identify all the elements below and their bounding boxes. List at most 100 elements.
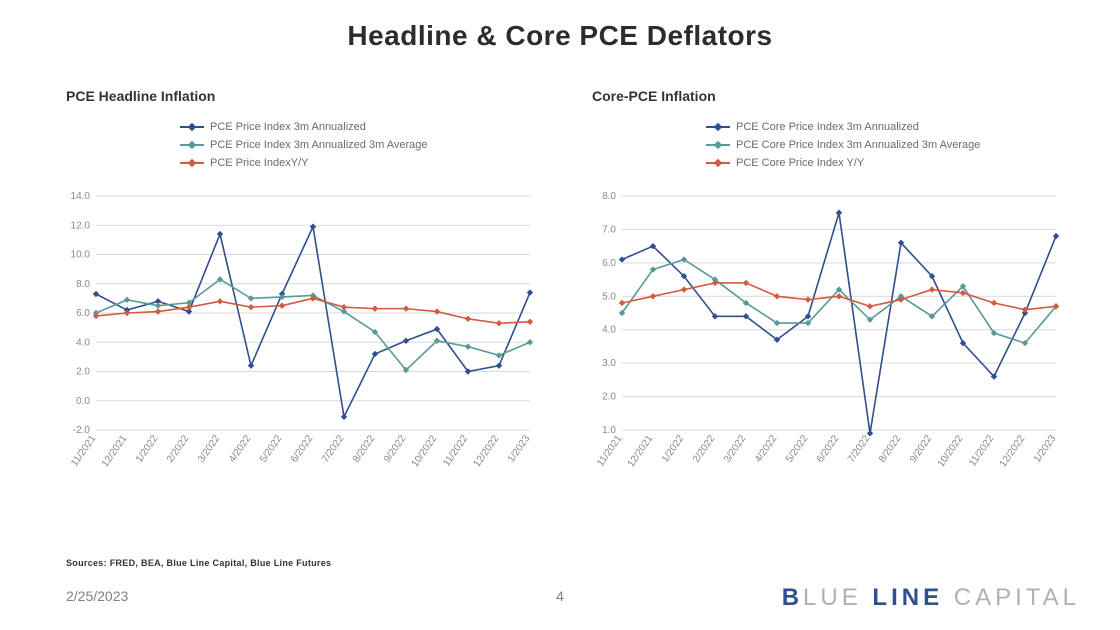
x-tick-label: 1/2022 bbox=[134, 433, 161, 465]
legend-item: PCE Core Price Index Y/Y bbox=[706, 154, 980, 172]
series-marker bbox=[650, 293, 656, 299]
legend-swatch bbox=[180, 126, 204, 128]
y-tick-label: 7.0 bbox=[602, 224, 616, 235]
series-marker bbox=[836, 293, 842, 299]
x-tick-label: 5/2022 bbox=[784, 433, 811, 465]
x-tick-label: 1/2023 bbox=[1032, 433, 1059, 465]
legend-item: PCE Core Price Index 3m Annualized 3m Av… bbox=[706, 136, 980, 154]
x-tick-label: 12/2021 bbox=[626, 433, 656, 469]
series-marker bbox=[217, 298, 223, 304]
brand-lue: LUE bbox=[803, 584, 872, 611]
legend-swatch bbox=[706, 126, 730, 128]
x-tick-label: 7/2022 bbox=[846, 433, 873, 465]
x-tick-label: 11/2021 bbox=[595, 433, 625, 469]
series-marker bbox=[929, 286, 935, 292]
x-tick-label: 10/2022 bbox=[410, 433, 440, 469]
subtitle-right: Core-PCE Inflation bbox=[592, 88, 716, 104]
series-marker bbox=[341, 304, 347, 310]
x-tick-label: 1/2023 bbox=[506, 433, 533, 465]
series-marker bbox=[681, 286, 687, 292]
series-marker bbox=[403, 305, 409, 311]
series-marker bbox=[1053, 233, 1059, 239]
y-tick-label: 8.0 bbox=[76, 279, 90, 290]
x-tick-label: 5/2022 bbox=[258, 433, 285, 465]
x-tick-label: 9/2022 bbox=[908, 433, 935, 465]
series-marker bbox=[619, 256, 625, 262]
y-tick-label: 8.0 bbox=[602, 191, 616, 202]
series-marker bbox=[527, 319, 533, 325]
x-tick-label: 3/2022 bbox=[722, 433, 749, 465]
series-marker bbox=[743, 280, 749, 286]
x-tick-label: 4/2022 bbox=[753, 433, 780, 465]
legend-label: PCE Price Index 3m Annualized bbox=[210, 118, 366, 136]
x-tick-label: 6/2022 bbox=[289, 433, 316, 465]
footer-date: 2/25/2023 bbox=[66, 588, 128, 604]
series-marker bbox=[991, 300, 997, 306]
series-marker bbox=[372, 305, 378, 311]
sources-line: Sources: FRED, BEA, Blue Line Capital, B… bbox=[66, 558, 331, 568]
subtitle-left: PCE Headline Inflation bbox=[66, 88, 215, 104]
series-marker bbox=[310, 224, 316, 230]
x-tick-label: 3/2022 bbox=[196, 433, 223, 465]
y-tick-label: 2.0 bbox=[76, 367, 90, 378]
series-marker bbox=[403, 338, 409, 344]
y-tick-label: 10.0 bbox=[71, 250, 91, 261]
y-tick-label: 3.0 bbox=[602, 358, 616, 369]
legend-item: PCE Price IndexY/Y bbox=[180, 154, 427, 172]
series-marker bbox=[496, 320, 502, 326]
chart-svg: -2.00.02.04.06.08.010.012.014.011/202112… bbox=[60, 190, 540, 480]
x-tick-label: 1/2022 bbox=[660, 433, 687, 465]
y-tick-label: 4.0 bbox=[76, 337, 90, 348]
series-marker bbox=[217, 231, 223, 237]
y-tick-label: 2.0 bbox=[602, 392, 616, 403]
x-tick-label: 8/2022 bbox=[877, 433, 904, 465]
series-marker bbox=[279, 302, 285, 308]
y-tick-label: 6.0 bbox=[76, 308, 90, 319]
brand-line: LINE bbox=[872, 584, 943, 611]
series-marker bbox=[805, 296, 811, 302]
y-tick-label: 0.0 bbox=[76, 396, 90, 407]
series-marker bbox=[465, 316, 471, 322]
x-tick-label: 12/2021 bbox=[100, 433, 130, 469]
legend-right: PCE Core Price Index 3m AnnualizedPCE Co… bbox=[706, 118, 980, 172]
y-tick-label: 4.0 bbox=[602, 325, 616, 336]
legend-label: PCE Price IndexY/Y bbox=[210, 154, 308, 172]
x-tick-label: 11/2022 bbox=[967, 433, 997, 469]
series-marker bbox=[619, 300, 625, 306]
x-tick-label: 8/2022 bbox=[351, 433, 378, 465]
series-line bbox=[96, 227, 530, 417]
x-tick-label: 12/2022 bbox=[998, 433, 1028, 469]
series-line bbox=[622, 213, 1056, 434]
legend-item: PCE Core Price Index 3m Annualized bbox=[706, 118, 980, 136]
series-marker bbox=[465, 343, 471, 349]
y-tick-label: 5.0 bbox=[602, 291, 616, 302]
series-marker bbox=[248, 362, 254, 368]
chart-right: 1.02.03.04.05.06.07.08.011/202112/20211/… bbox=[586, 190, 1066, 480]
y-tick-label: 12.0 bbox=[71, 220, 91, 231]
series-marker bbox=[496, 362, 502, 368]
brand-capital: CAPITAL bbox=[943, 584, 1080, 611]
series-marker bbox=[527, 289, 533, 295]
legend-swatch bbox=[706, 144, 730, 146]
legend-label: PCE Price Index 3m Annualized 3m Average bbox=[210, 136, 427, 154]
legend-item: PCE Price Index 3m Annualized bbox=[180, 118, 427, 136]
page-title: Headline & Core PCE Deflators bbox=[0, 20, 1120, 52]
series-marker bbox=[155, 308, 161, 314]
chart-svg: 1.02.03.04.05.06.07.08.011/202112/20211/… bbox=[586, 190, 1066, 480]
x-tick-label: 7/2022 bbox=[320, 433, 347, 465]
legend-swatch bbox=[180, 144, 204, 146]
x-tick-label: 9/2022 bbox=[382, 433, 409, 465]
x-tick-label: 10/2022 bbox=[936, 433, 966, 469]
series-marker bbox=[248, 304, 254, 310]
y-tick-label: 6.0 bbox=[602, 258, 616, 269]
series-marker bbox=[155, 302, 161, 308]
series-marker bbox=[527, 339, 533, 345]
x-tick-label: 12/2022 bbox=[472, 433, 502, 469]
x-tick-label: 11/2021 bbox=[69, 433, 99, 469]
legend-swatch bbox=[706, 162, 730, 164]
legend-label: PCE Core Price Index 3m Annualized bbox=[736, 118, 919, 136]
series-marker bbox=[124, 297, 130, 303]
legend-label: PCE Core Price Index Y/Y bbox=[736, 154, 864, 172]
series-marker bbox=[774, 293, 780, 299]
x-tick-label: 6/2022 bbox=[815, 433, 842, 465]
